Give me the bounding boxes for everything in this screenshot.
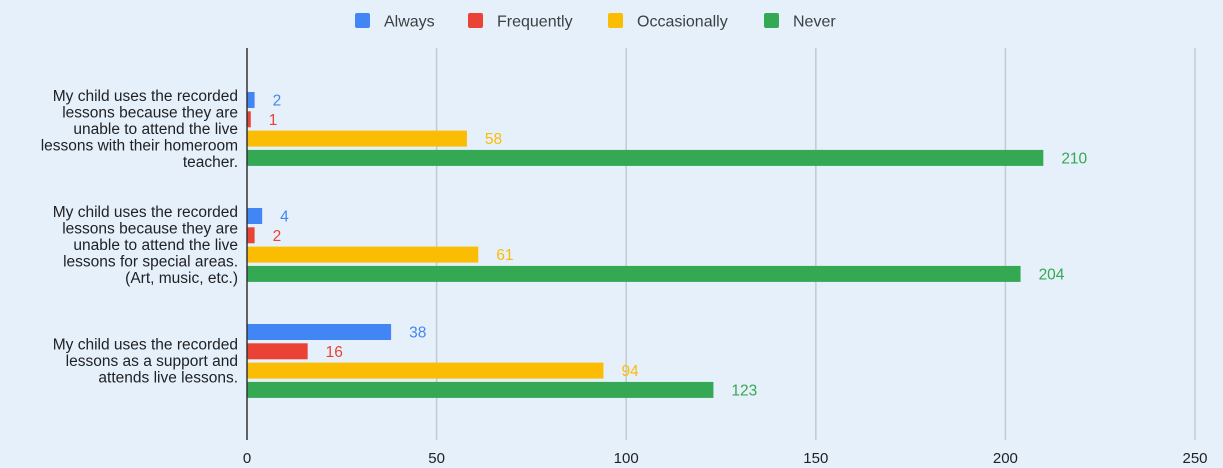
bar-never[interactable] (247, 381, 714, 398)
legend-swatch-frequently[interactable] (468, 13, 483, 28)
labels: 0 50 100 150 200 250 2 1 58 210 My child uses the … (41, 88, 1208, 467)
x-tick-label: 50 (428, 450, 445, 467)
category-label-line: lessons for special areas. (63, 253, 238, 270)
category-label-line: unable to attend the live (73, 121, 238, 138)
legend-swatch-never[interactable] (764, 13, 779, 28)
data-label: 58 (485, 131, 502, 148)
category-label-line: My child uses the recorded (53, 88, 238, 105)
category-label: My child uses the recorded lessons becaus… (53, 204, 238, 287)
data-label: 1 (269, 112, 278, 129)
data-label: 38 (409, 325, 426, 342)
bars (247, 92, 1044, 398)
bar-frequently[interactable] (247, 111, 251, 128)
bar-always[interactable] (247, 92, 255, 108)
data-label: 123 (731, 382, 757, 399)
legend-swatch-always[interactable] (355, 13, 370, 28)
legend-label-always[interactable]: Always (384, 14, 435, 31)
category-label-line: attends live lessons. (98, 369, 238, 386)
legend-label-occasionally[interactable]: Occasionally (637, 14, 728, 31)
bar-never[interactable] (247, 265, 1021, 282)
category-label: My child uses the recorded lessons as a s… (53, 336, 238, 386)
data-label: 2 (273, 228, 282, 245)
legend-swatch-occasionally[interactable] (608, 13, 623, 28)
category-label-line: My child uses the recorded (53, 336, 238, 353)
bar-frequently[interactable] (247, 343, 308, 360)
category-label: My child uses the recorded lessons becaus… (41, 88, 238, 171)
category-label-line: lessons because they are (62, 104, 238, 121)
bar-occasionally[interactable] (247, 362, 604, 379)
category-label-line: lessons with their homeroom (41, 137, 238, 154)
x-tick-label: 0 (243, 450, 251, 467)
x-tick-label: 100 (614, 450, 639, 467)
bar-occasionally[interactable] (247, 130, 467, 147)
legend-label-never[interactable]: Never (793, 14, 836, 31)
data-label: 210 (1061, 150, 1087, 167)
data-label: 94 (621, 363, 639, 380)
legend-label-frequently[interactable]: Frequently (497, 14, 573, 31)
category-label-line: lessons as a support and (66, 353, 238, 370)
bar-never[interactable] (247, 149, 1044, 166)
x-tick-label: 250 (1182, 450, 1207, 467)
category-label-line: unable to attend the live (73, 237, 238, 254)
bar-always[interactable] (247, 208, 263, 224)
data-label: 204 (1039, 266, 1065, 283)
x-tick-label: 200 (993, 450, 1018, 467)
bar-frequently[interactable] (247, 227, 255, 244)
x-tick-label: 150 (803, 450, 828, 467)
data-label: 16 (326, 344, 343, 361)
data-label: 2 (273, 93, 282, 110)
legend[interactable]: Always Frequently Occasionally Never (355, 13, 836, 31)
category-label-line: My child uses the recorded (53, 204, 238, 221)
category-label-line: lessons because they are (62, 220, 238, 237)
data-label: 4 (280, 209, 289, 226)
bar-occasionally[interactable] (247, 246, 479, 263)
category-label-line: teacher. (183, 154, 238, 171)
data-label: 61 (496, 247, 513, 264)
bar-always[interactable] (247, 324, 392, 340)
gridlines (435, 48, 1196, 440)
category-label-line: (Art, music, etc.) (125, 270, 238, 287)
